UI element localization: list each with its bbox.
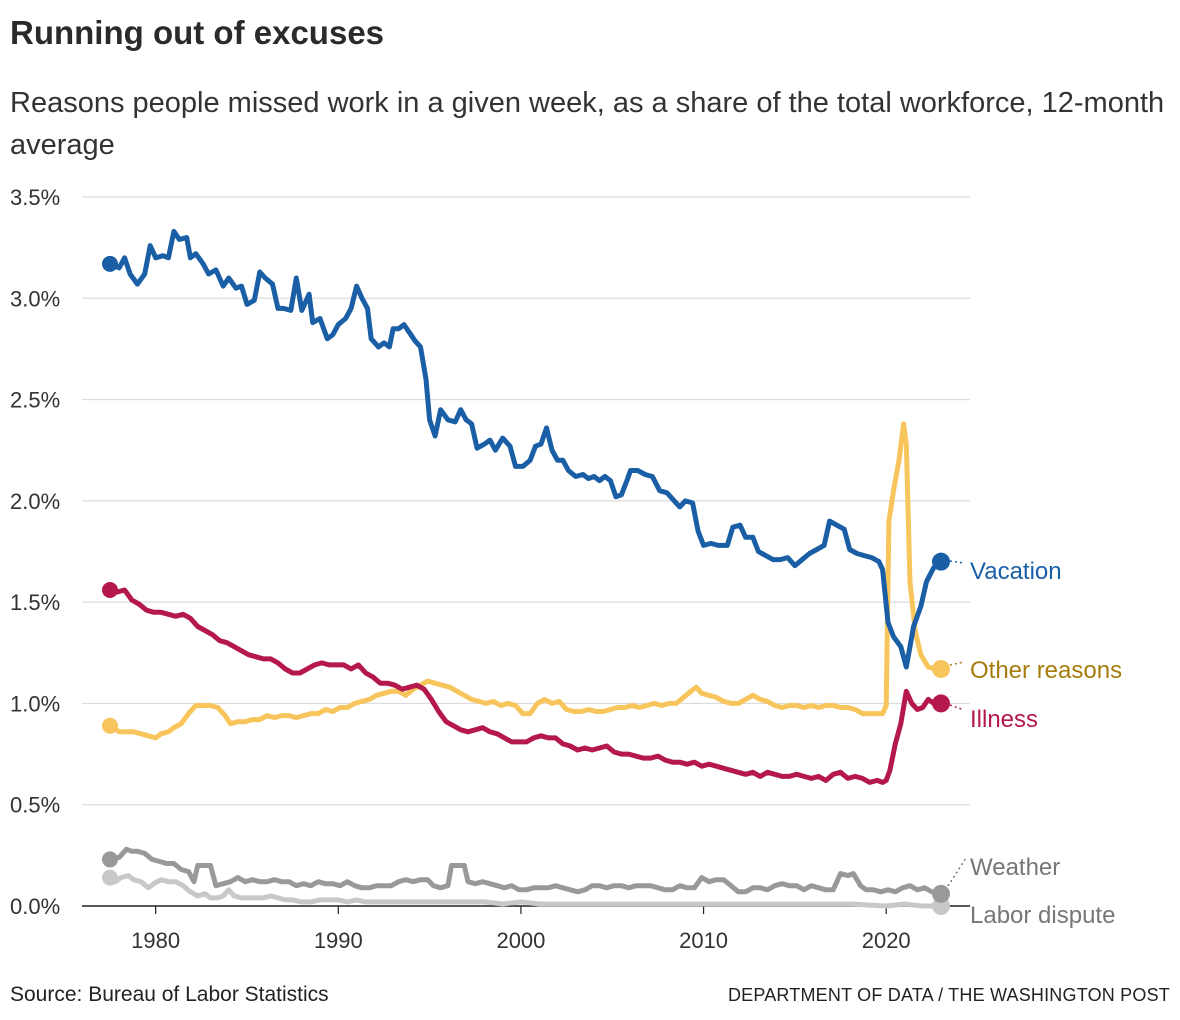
series-line-illness: [107, 587, 944, 785]
y-tick-label: 1.5%: [10, 590, 60, 615]
x-tick-label: 1980: [131, 928, 180, 953]
x-axis: 1980 1990 2000 2010 2020: [82, 905, 970, 953]
series-label-vacation: Vacation: [970, 558, 1062, 585]
series-label-labor-dispute: Labor dispute: [970, 902, 1115, 929]
label-leader: [949, 560, 965, 564]
y-tick-label: 3.0%: [10, 286, 60, 311]
series-line-weather: [107, 846, 944, 897]
x-tick-label: 2000: [496, 928, 545, 953]
y-tick-label: 2.5%: [10, 388, 60, 413]
x-tick-label: 2020: [862, 928, 911, 953]
y-axis-tick-labels: 0.0% 0.5% 1.0% 1.5% 2.0% 2.5% 3.0% 3.5%: [10, 185, 60, 919]
start-point-illness: [102, 581, 118, 598]
label-leader: [949, 661, 965, 666]
series-lines: [102, 228, 950, 915]
series-labels: Vacation Other reasons Illness Weather Labor…: [947, 558, 1122, 929]
start-point-labor-dispute: [102, 869, 118, 886]
series-label-illness: Illness: [970, 706, 1038, 733]
x-tick-label: 2010: [679, 928, 728, 953]
y-tick-label: 0.5%: [10, 793, 60, 818]
end-point-weather: [932, 884, 950, 903]
end-point-other-reasons: [932, 659, 950, 678]
y-tick-label: 2.0%: [10, 489, 60, 514]
series-line-labor-dispute: [107, 873, 944, 909]
end-point-vacation: [932, 552, 950, 571]
chart-subtitle: Reasons people missed work in a given we…: [10, 87, 1165, 161]
series-line-other-reasons: [107, 421, 944, 741]
end-point-illness: [932, 694, 950, 713]
start-point-vacation: [102, 255, 118, 272]
label-leader: [949, 704, 965, 711]
series-line-vacation: [107, 228, 944, 670]
chart-title: Running out of excuses: [10, 14, 385, 51]
x-tick-label: 1990: [314, 928, 363, 953]
y-tick-label: 0.0%: [10, 894, 60, 919]
start-point-other-reasons: [102, 717, 118, 734]
series-label-weather: Weather: [970, 854, 1060, 881]
series-label-other-reasons: Other reasons: [970, 657, 1122, 684]
grid-lines: [82, 196, 970, 806]
start-point-weather: [102, 851, 118, 868]
label-leader: [947, 857, 967, 887]
source-note: Source: Bureau of Labor Statistics: [10, 983, 329, 1006]
y-tick-label: 1.0%: [10, 691, 60, 716]
y-tick-label: 3.5%: [10, 185, 60, 210]
credit-line: DEPARTMENT OF DATA / THE WASHINGTON POST: [727, 985, 1170, 1005]
